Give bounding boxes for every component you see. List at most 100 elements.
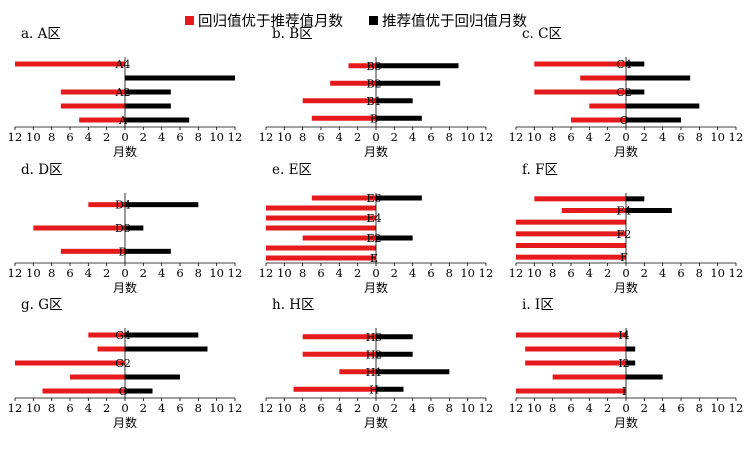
x-tick-label: 12	[228, 266, 243, 280]
row-label: I4	[618, 329, 629, 342]
bar-black	[626, 103, 700, 109]
x-tick-label: 6	[427, 401, 434, 415]
x-tick-label: 4	[409, 401, 416, 415]
x-tick-label: 4	[659, 130, 666, 144]
x-tick-label: 2	[140, 130, 147, 144]
bar-black	[376, 369, 450, 375]
legend-item-red: 回归值优于推荐值月数	[185, 10, 343, 31]
row-label: H2	[366, 348, 383, 361]
row-label: C	[620, 114, 628, 127]
bar-red	[97, 346, 125, 352]
x-tick-label: 12	[8, 130, 23, 144]
panel-title: c. C区	[522, 26, 562, 42]
x-tick-label: 12	[479, 266, 494, 280]
row-label: D	[119, 245, 128, 258]
x-tick-label: 6	[567, 401, 574, 415]
x-tick-label: 8	[549, 401, 556, 415]
x-tick-label: 4	[336, 266, 343, 280]
x-tick-label: 8	[446, 266, 453, 280]
x-tick-label: 0	[622, 401, 629, 415]
x-tick-label: 4	[158, 130, 165, 144]
x-tick-label: 8	[446, 401, 453, 415]
bar-black	[125, 225, 144, 231]
bar-red	[88, 202, 125, 208]
row-label: E4	[366, 212, 381, 225]
x-tick-label: 10	[26, 266, 41, 280]
panel-title: i. I区	[522, 297, 554, 313]
bar-red	[266, 255, 376, 261]
x-tick-label: 12	[729, 130, 744, 144]
bar-black	[125, 388, 153, 394]
x-tick-label: 6	[176, 130, 183, 144]
legend: 回归值优于推荐值月数 推荐值优于回归值月数	[185, 9, 553, 31]
x-tick-label: 2	[140, 401, 147, 415]
x-tick-label: 6	[317, 130, 324, 144]
bar-red	[42, 388, 125, 394]
x-tick-label: 12	[259, 266, 274, 280]
bar-red	[516, 254, 626, 260]
x-axis-label: 月数	[614, 144, 638, 159]
x-tick-label: 4	[336, 130, 343, 144]
x-tick-label: 12	[729, 401, 744, 415]
x-tick-label: 4	[85, 130, 92, 144]
row-label: H3	[366, 331, 383, 344]
x-tick-label: 0	[372, 401, 379, 415]
panel-title: f. F区	[522, 162, 558, 178]
row-label: G	[119, 385, 128, 398]
x-tick-label: 12	[509, 130, 524, 144]
x-tick-label: 10	[710, 401, 725, 415]
bar-red	[516, 219, 626, 225]
x-tick-label: 4	[409, 130, 416, 144]
legend-swatch-red	[185, 15, 194, 25]
bar-black	[376, 235, 413, 241]
x-tick-label: 12	[509, 266, 524, 280]
x-tick-label: 10	[26, 401, 41, 415]
x-tick-label: 8	[446, 130, 453, 144]
x-tick-label: 12	[8, 266, 23, 280]
bar-black	[125, 248, 171, 254]
x-tick-label: 6	[176, 401, 183, 415]
panel-title: h. H区	[272, 297, 315, 313]
bar-black	[626, 89, 645, 95]
bar-black	[626, 75, 691, 81]
x-tick-label: 2	[391, 130, 398, 144]
panel-title: e. E区	[272, 162, 312, 178]
x-tick-label: 6	[66, 266, 73, 280]
row-label: C2	[616, 86, 631, 99]
bar-black	[376, 98, 413, 104]
x-tick-label: 2	[103, 401, 110, 415]
bar-black	[376, 386, 404, 392]
x-axis-label: 月数	[113, 144, 137, 159]
bar-black	[125, 332, 199, 338]
bar-red	[311, 195, 376, 201]
x-tick-label: 6	[677, 266, 684, 280]
x-tick-label: 8	[48, 130, 55, 144]
x-tick-label: 12	[259, 401, 274, 415]
x-tick-label: 4	[158, 401, 165, 415]
x-tick-label: 2	[354, 266, 361, 280]
row-label: D3	[115, 222, 131, 235]
row-label: F4	[617, 205, 632, 218]
legend-label-red: 回归值优于推荐值月数	[198, 13, 343, 30]
x-tick-label: 2	[140, 266, 147, 280]
x-tick-label: 12	[509, 401, 524, 415]
row-label: B2	[366, 77, 381, 90]
bar-red	[70, 374, 125, 380]
row-label: H1	[366, 366, 383, 379]
x-tick-label: 8	[299, 130, 306, 144]
x-tick-label: 12	[729, 266, 744, 280]
x-tick-label: 4	[659, 266, 666, 280]
bar-black	[626, 196, 645, 202]
x-tick-label: 12	[228, 130, 243, 144]
x-tick-label: 6	[427, 266, 434, 280]
x-tick-label: 4	[659, 401, 666, 415]
bar-red	[311, 115, 376, 121]
x-tick-label: 8	[299, 401, 306, 415]
x-axis-label: 月数	[364, 144, 388, 159]
bar-black	[376, 195, 422, 201]
x-tick-label: 0	[121, 266, 128, 280]
x-tick-label: 4	[586, 401, 593, 415]
x-tick-label: 4	[85, 266, 92, 280]
bar-red	[15, 61, 125, 67]
